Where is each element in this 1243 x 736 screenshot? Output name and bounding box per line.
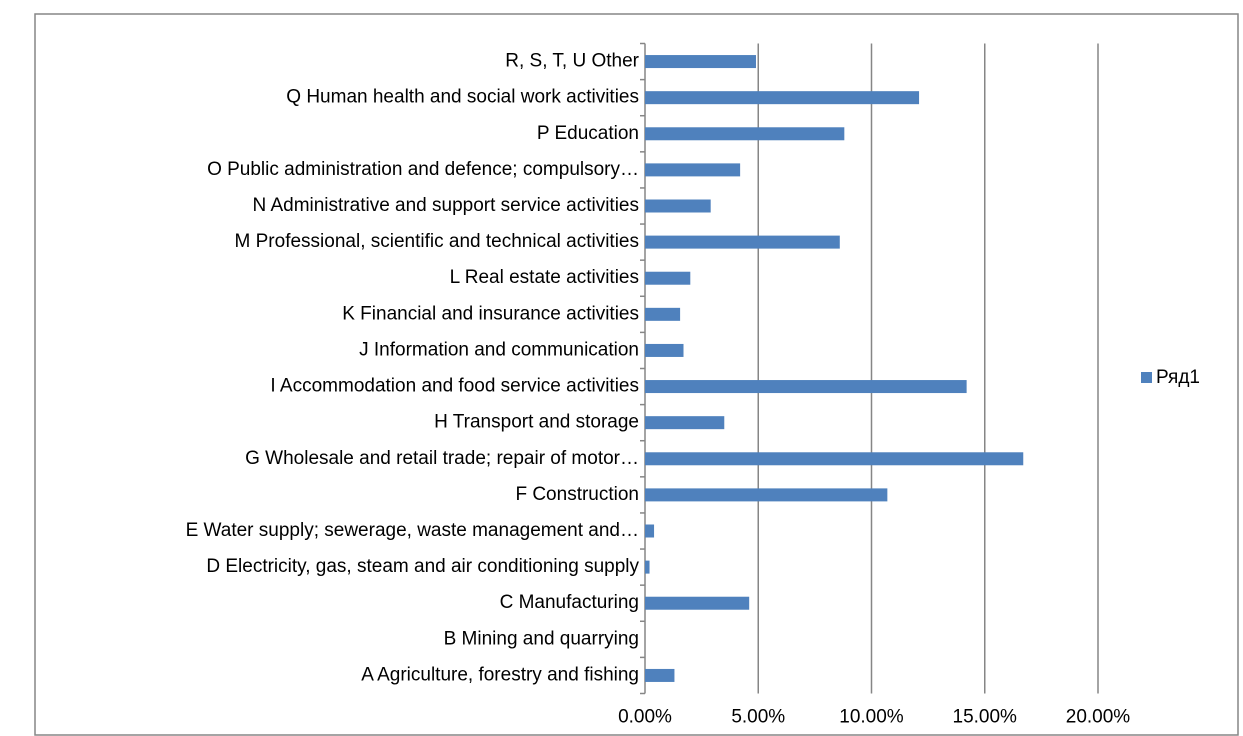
y-tick-label: A Agriculture, forestry and fishing [361,664,639,685]
y-tick-label: P Education [537,123,639,144]
bar [645,307,681,321]
y-tick-label: D Electricity, gas, steam and air condit… [206,556,639,577]
bar [645,127,845,141]
bar [645,524,655,538]
y-tick-label: I Accommodation and food service activit… [270,376,639,397]
legend-swatch [1141,372,1152,383]
bar [645,380,967,394]
x-tick-label: 20.00% [1066,707,1131,728]
y-tick-label: Q Human health and social work activitie… [286,87,639,108]
bar [645,235,840,249]
bar [645,55,756,69]
y-tick-label: O Public administration and defence; com… [207,159,639,180]
y-tick-label: K Financial and insurance activities [342,303,639,324]
y-tick-label: C Manufacturing [500,592,639,613]
y-tick-label: N Administrative and support service act… [253,195,640,216]
bar [645,560,650,574]
y-tick-label: J Information and communication [359,339,639,360]
y-tick-label: F Construction [515,484,639,505]
bar [645,271,691,285]
bar [645,488,888,502]
bar [645,596,750,610]
y-tick-label: E Water supply; sewerage, waste manageme… [186,520,639,541]
x-tick-label: 0.00% [618,707,672,728]
bar [645,416,725,430]
bar [645,452,1024,466]
x-tick-label: 10.00% [839,707,904,728]
bar [645,343,684,357]
y-tick-label: R, S, T, U Other [505,51,639,72]
y-tick-label: B Mining and quarrying [444,628,639,649]
legend-label: Ряд1 [1156,367,1200,388]
y-tick-label: G Wholesale and retail trade; repair of … [245,448,639,469]
chart-frame [34,13,1239,736]
bar [645,668,675,682]
bar [645,163,741,177]
x-tick-label: 5.00% [731,707,785,728]
bar [645,91,920,105]
bar [645,199,711,213]
x-tick-label: 15.00% [953,707,1018,728]
y-tick-label: M Professional, scientific and technical… [235,231,639,252]
y-tick-label: L Real estate activities [450,267,639,288]
y-tick-label: H Transport and storage [434,412,639,433]
